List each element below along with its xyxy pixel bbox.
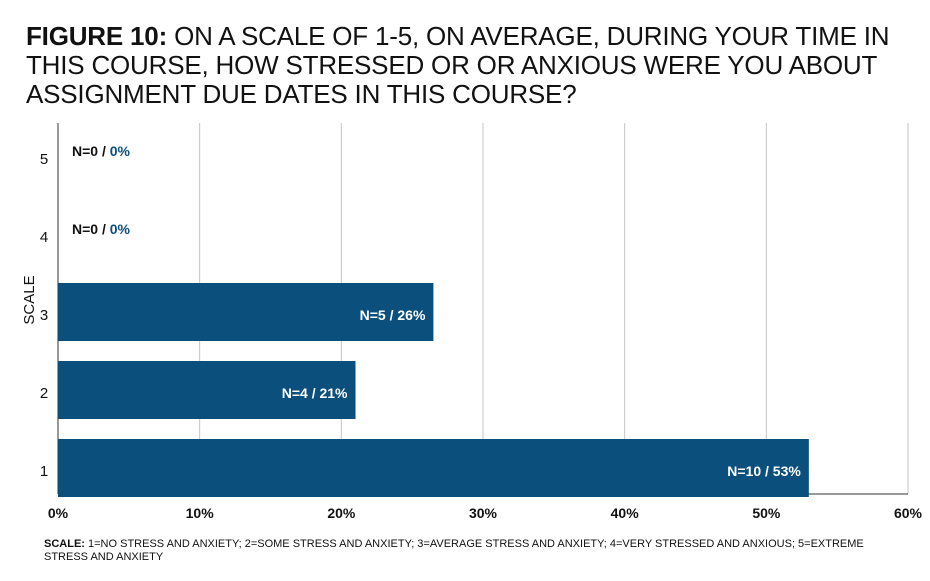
chart-title-lead: FIGURE 10: [26,21,168,51]
y-axis-label: SCALE [21,275,38,324]
scale-note-text: 1=NO STRESS AND ANXIETY; 2=SOME STRESS A… [44,538,864,563]
y-tick-label: 2 [40,385,48,402]
y-tick-label: 3 [40,307,48,324]
y-tick-label: 4 [40,229,48,246]
y-tick-label: 5 [40,151,48,168]
x-tick-label: 0% [48,505,69,521]
data-label: N=4 / 21% [282,385,348,401]
data-label: N=5 / 26% [360,307,426,323]
data-label: N=0 / 0% [72,221,131,237]
scale-note: SCALE: 1=NO STRESS AND ANXIETY; 2=SOME S… [44,538,904,564]
x-tick-label: 60% [894,505,923,521]
scale-note-lead: SCALE: [44,538,85,550]
bar [58,439,809,497]
data-label: N=10 / 53% [727,463,801,479]
y-tick-label: 1 [40,463,48,480]
chart-title: FIGURE 10: ON A SCALE OF 1-5, ON AVERAGE… [26,22,906,109]
x-tick-label: 40% [611,505,640,521]
x-tick-label: 20% [327,505,356,521]
bar [58,283,434,341]
chart-title-text: ON A SCALE OF 1-5, ON AVERAGE, DURING YO… [26,21,890,109]
bar [58,361,356,419]
x-tick-label: 30% [469,505,498,521]
x-tick-label: 50% [752,505,781,521]
x-tick-label: 10% [186,505,215,521]
data-label: N=0 / 0% [72,143,131,159]
